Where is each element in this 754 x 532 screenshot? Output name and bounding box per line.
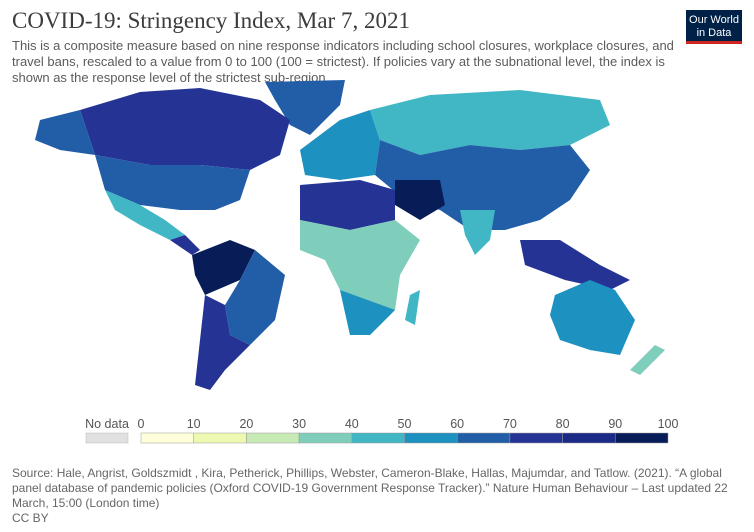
- mexico: [105, 190, 185, 240]
- legend: No data 0 10 20 30 40 50 60 70 80 90 100: [85, 417, 679, 444]
- legend-swatch: [351, 432, 405, 444]
- europe: [300, 110, 380, 180]
- greenland: [265, 80, 345, 135]
- legend-swatch: [456, 432, 511, 444]
- legend-tick-label: 70: [503, 417, 517, 431]
- license: CC BY: [12, 511, 49, 525]
- legend-tick-label: 0: [138, 417, 145, 431]
- world-map: [35, 80, 665, 390]
- southeast-asia: [520, 240, 630, 290]
- legend-tick-label: 20: [239, 417, 253, 431]
- legend-swatch: [404, 432, 458, 444]
- africa-south: [340, 290, 395, 335]
- africa-north: [300, 180, 395, 230]
- brazil: [225, 250, 285, 345]
- asia: [375, 140, 590, 230]
- legend-swatch: [193, 432, 247, 444]
- legend-swatch: [509, 432, 563, 444]
- title: COVID-19: Stringency Index, Mar 7, 2021: [12, 8, 410, 33]
- no-data-label: No data: [85, 417, 129, 431]
- new-zealand: [630, 345, 665, 375]
- legend-tick-label: 40: [345, 417, 359, 431]
- south-america-north: [192, 240, 255, 295]
- legend-tick-label: 50: [398, 417, 412, 431]
- usa: [95, 155, 250, 210]
- india: [460, 210, 495, 255]
- alaska: [35, 110, 95, 155]
- no-data-swatch: [85, 432, 129, 444]
- south-america-south: [195, 295, 250, 390]
- source-note: Source: Hale, Angrist, Goldszmidt , Kira…: [12, 466, 728, 510]
- central-america: [170, 235, 200, 255]
- legend-swatch: [140, 432, 194, 444]
- canada: [80, 88, 290, 170]
- russia: [370, 90, 610, 155]
- legend-tick-label: 80: [556, 417, 570, 431]
- legend-swatch: [246, 432, 300, 444]
- legend-tick-label: 90: [608, 417, 622, 431]
- logo-line: Our World: [689, 14, 739, 26]
- middle-east: [395, 180, 445, 220]
- madagascar: [405, 290, 420, 325]
- legend-tick-label: 60: [450, 417, 464, 431]
- legend-swatch: [298, 432, 353, 444]
- legend-tick-label: 100: [658, 417, 679, 431]
- legend-tick-label: 30: [292, 417, 306, 431]
- legend-swatch: [615, 432, 669, 444]
- africa-central: [300, 220, 420, 335]
- legend-swatch: [562, 432, 616, 444]
- australia: [550, 280, 635, 355]
- logo[interactable]: Our World in Data: [686, 10, 742, 44]
- logo-line: in Data: [696, 27, 732, 39]
- subtitle: This is a composite measure based on nin…: [12, 38, 674, 85]
- legend-tick-label: 10: [187, 417, 201, 431]
